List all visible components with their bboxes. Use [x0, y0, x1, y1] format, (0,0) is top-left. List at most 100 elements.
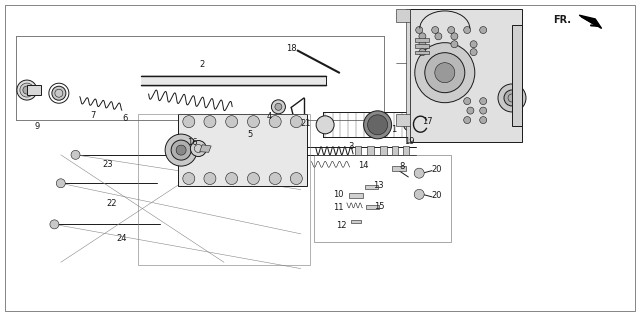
Circle shape: [52, 86, 66, 100]
Bar: [396, 114, 410, 126]
Circle shape: [226, 173, 237, 185]
Text: 18: 18: [286, 45, 296, 53]
Circle shape: [176, 145, 186, 155]
Bar: [314, 155, 451, 242]
Text: 3: 3: [348, 143, 353, 151]
Text: 8: 8: [399, 162, 404, 171]
Polygon shape: [200, 145, 211, 152]
Text: 5: 5: [247, 130, 252, 139]
Circle shape: [248, 116, 259, 128]
Text: 14: 14: [358, 161, 369, 170]
Text: 21: 21: [301, 119, 311, 128]
Circle shape: [183, 116, 195, 128]
Circle shape: [470, 41, 477, 48]
Circle shape: [419, 41, 426, 48]
Bar: [415, 51, 429, 54]
Circle shape: [204, 173, 216, 185]
Circle shape: [248, 173, 259, 185]
Bar: [178, 114, 307, 186]
Text: 11: 11: [333, 204, 343, 212]
Circle shape: [204, 116, 216, 128]
Circle shape: [432, 27, 438, 33]
Circle shape: [425, 53, 465, 93]
Text: 22: 22: [107, 199, 117, 208]
Circle shape: [287, 123, 301, 137]
Circle shape: [464, 98, 470, 105]
Bar: [349, 193, 363, 198]
Text: 20: 20: [431, 165, 442, 173]
Bar: [410, 9, 522, 142]
Circle shape: [165, 134, 197, 166]
Circle shape: [416, 27, 422, 33]
Circle shape: [498, 84, 526, 112]
Bar: [392, 166, 406, 171]
Circle shape: [467, 107, 474, 114]
Circle shape: [56, 179, 65, 188]
Bar: [403, 146, 409, 155]
Circle shape: [316, 116, 334, 134]
Circle shape: [464, 117, 470, 124]
Bar: [27, 85, 41, 95]
Bar: [415, 44, 429, 48]
Bar: [141, 76, 326, 85]
Text: 24: 24: [116, 234, 127, 243]
Circle shape: [269, 116, 281, 128]
Text: 23: 23: [102, 161, 113, 169]
Bar: [138, 114, 310, 265]
Text: 17: 17: [422, 117, 433, 126]
Bar: [367, 146, 374, 155]
Circle shape: [404, 119, 415, 131]
Text: 19: 19: [404, 137, 415, 146]
Text: 6: 6: [122, 114, 127, 123]
Bar: [512, 25, 522, 126]
Circle shape: [419, 33, 426, 40]
Circle shape: [17, 80, 37, 100]
Text: 20: 20: [431, 191, 442, 200]
Circle shape: [71, 150, 80, 159]
Circle shape: [435, 33, 442, 40]
Circle shape: [269, 173, 281, 185]
Text: 1: 1: [391, 125, 396, 134]
Circle shape: [23, 86, 31, 94]
Circle shape: [191, 141, 206, 156]
Circle shape: [464, 27, 470, 33]
Circle shape: [414, 168, 424, 178]
Polygon shape: [406, 9, 410, 142]
Circle shape: [291, 173, 302, 185]
Polygon shape: [579, 15, 602, 28]
Text: 9: 9: [35, 122, 40, 131]
Bar: [396, 9, 410, 22]
Circle shape: [448, 27, 454, 33]
Circle shape: [291, 116, 302, 128]
Circle shape: [226, 116, 237, 128]
Bar: [415, 38, 429, 42]
Circle shape: [480, 117, 486, 124]
Circle shape: [364, 111, 392, 139]
Text: 13: 13: [374, 181, 384, 190]
Circle shape: [480, 27, 486, 33]
Bar: [380, 146, 387, 155]
Circle shape: [470, 49, 477, 56]
Text: 4: 4: [266, 112, 271, 121]
Circle shape: [415, 43, 475, 103]
Circle shape: [480, 107, 486, 114]
Bar: [365, 185, 378, 189]
Text: 10: 10: [333, 190, 343, 199]
Circle shape: [451, 33, 458, 40]
Bar: [366, 205, 379, 209]
Text: FR.: FR.: [553, 15, 571, 25]
Bar: [351, 220, 361, 223]
Text: 16: 16: [187, 138, 197, 147]
Circle shape: [271, 100, 285, 114]
Text: 7: 7: [90, 111, 95, 120]
Text: 12: 12: [336, 222, 346, 230]
Bar: [355, 146, 361, 155]
Circle shape: [504, 90, 520, 106]
Circle shape: [50, 220, 59, 229]
Circle shape: [367, 115, 388, 135]
Circle shape: [435, 63, 455, 83]
Circle shape: [20, 83, 34, 97]
Circle shape: [171, 140, 191, 160]
Circle shape: [419, 49, 426, 56]
Circle shape: [480, 98, 486, 105]
